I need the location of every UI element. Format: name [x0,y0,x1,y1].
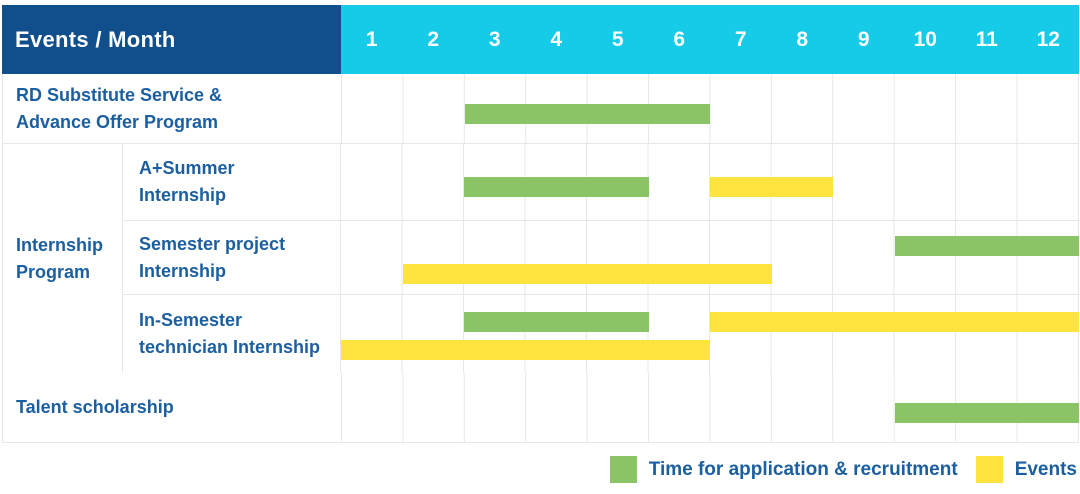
table-body: RD Substitute Service & Advance Offer Pr… [2,74,1079,443]
row-label-in-semester-technician: In-Semester technician Internship [139,310,321,357]
month-header-7: 7 [734,27,747,51]
gantt-bar-green-m3-m5 [464,312,649,332]
legend-label-application-recruitment: Time for application & recruitment [648,458,958,480]
gantt-bar-yellow-m7-m8 [710,177,833,197]
gantt-bar-green-m10-m12 [894,235,1079,256]
legend: Time for application & recruitment Event… [609,456,1077,483]
internship-program-group: Internship Program A+Summer Internship S… [3,143,1079,373]
row-talent-scholarship: Talent scholarship [3,373,1079,442]
month-header-3: 3 [488,27,501,51]
month-header-6: 6 [673,27,686,51]
row-semester-project: Semester project Internship [123,220,1079,294]
yellow-swatch-icon [975,456,1003,483]
legend-item-events: Events [975,456,1077,483]
month-grid-rd-substitute [341,74,1079,143]
month-header-10: 10 [913,27,937,51]
green-swatch-icon [609,456,637,483]
table-title: Events / Month [15,26,176,52]
month-header-11: 11 [975,27,998,51]
month-header-strip: 1 2 3 4 5 6 7 8 9 10 11 12 [341,5,1079,74]
table-header-row: Events / Month 1 2 3 4 5 6 7 8 9 10 11 1… [2,5,1079,74]
legend-label-events: Events [1014,458,1077,480]
month-grid-semester-project [340,221,1079,294]
month-header-2: 2 [427,27,440,51]
month-header-12: 12 [1036,27,1060,51]
month-grid-talent-scholarship [341,373,1079,442]
gantt-bar-yellow-m7-m12 [710,312,1079,332]
group-label-internship-program: Internship Program [3,144,123,373]
gantt-bar-green-m10-m12 [894,402,1079,423]
gantt-bar-yellow-m2-m7 [402,263,772,284]
legend-item-application-recruitment: Time for application & recruitment [609,456,958,483]
gantt-bar-green-m3-m6 [464,103,711,124]
month-header-8: 8 [796,27,809,51]
row-rd-substitute: RD Substitute Service & Advance Offer Pr… [3,74,1079,143]
events-month-header-cell: Events / Month [2,5,341,74]
row-label-a-plus-summer: A+Summer Internship [139,158,235,205]
internship-program-subrows: A+Summer Internship Semester project Int… [123,144,1079,373]
schedule-table: Events / Month 1 2 3 4 5 6 7 8 9 10 11 1… [2,5,1079,443]
month-header-4: 4 [550,27,563,51]
row-label-rd-substitute: RD Substitute Service & Advance Offer Pr… [16,84,223,132]
gantt-bar-yellow-m1-m6 [341,340,710,360]
row-label-semester-project: Semester project Internship [139,233,286,281]
month-header-1: 1 [365,27,378,51]
gantt-bar-green-m3-m5 [464,177,649,197]
month-grid-a-plus-summer [340,144,1079,220]
row-a-plus-summer: A+Summer Internship [123,144,1079,220]
month-header-9: 9 [857,27,870,51]
row-in-semester-technician: In-Semester technician Internship [123,294,1079,373]
month-header-5: 5 [611,27,624,51]
month-grid-in-semester-technician [340,295,1079,373]
row-label-talent-scholarship: Talent scholarship [16,397,174,417]
